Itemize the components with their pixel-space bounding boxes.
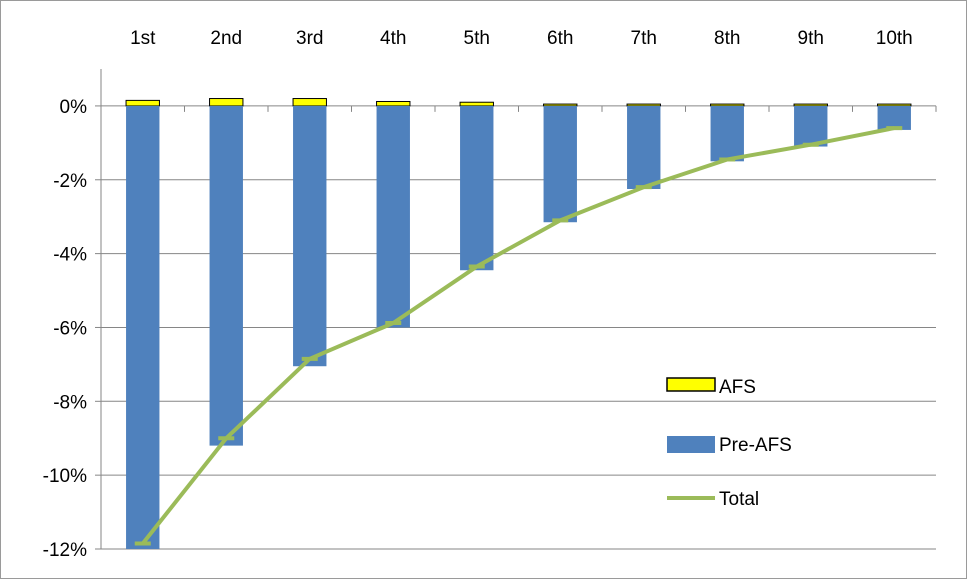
y-tick-label: -12% <box>43 540 87 561</box>
y-tick-label: -6% <box>53 318 87 339</box>
y-tick-label: -2% <box>53 171 87 192</box>
bar-afs <box>209 98 244 107</box>
bar-pre-afs <box>293 105 327 367</box>
legend-label: Total <box>719 489 759 510</box>
bar-pre-afs <box>376 105 410 328</box>
x-tick-label: 6th <box>547 28 573 49</box>
x-tick-label: 3rd <box>296 28 323 49</box>
bar-afs <box>292 98 327 107</box>
legend-swatch-afs <box>666 377 716 392</box>
bar-pre-afs <box>877 105 911 130</box>
label-layer: 0% -2% -4% -6% -8% -10% -12% 1st 2nd 3rd 4th 5th 6th… <box>43 28 913 561</box>
y-tick-label: -4% <box>53 245 87 266</box>
y-tick-label: -10% <box>43 466 87 487</box>
line-layer <box>134 126 903 546</box>
x-tick-label: 7th <box>631 28 657 49</box>
x-tick-label: 9th <box>798 28 824 49</box>
bar-afs <box>793 103 828 107</box>
y-tick-label: 0% <box>60 97 88 118</box>
line-series-total <box>141 126 895 545</box>
x-tick-label: 5th <box>464 28 490 49</box>
legend-swatch-pre-afs <box>667 436 715 453</box>
bar-pre-afs <box>543 105 577 223</box>
bar-afs <box>543 103 578 107</box>
x-tick-label: 10th <box>876 28 913 49</box>
legend-layer: AFS Pre-AFS Total <box>666 377 792 510</box>
legend-label: AFS <box>719 377 756 398</box>
bar-pre-afs <box>710 105 744 162</box>
bar-pre-afs <box>209 105 243 446</box>
bar-afs <box>710 103 745 107</box>
bar-afs <box>459 101 494 107</box>
y-tick-label: -8% <box>53 392 87 413</box>
bar-pre-afs <box>794 105 828 147</box>
bar-afs <box>626 103 661 107</box>
x-tick-label: 2nd <box>210 28 242 49</box>
legend-label: Pre-AFS <box>719 435 792 456</box>
bar-layer <box>125 98 912 549</box>
x-tick-label: 4th <box>380 28 406 49</box>
bar-pre-afs <box>460 105 494 271</box>
bar-afs <box>877 103 912 107</box>
bar-pre-afs <box>126 105 160 549</box>
bar-afs <box>125 99 160 107</box>
bar-pre-afs <box>627 105 661 189</box>
x-tick-label: 8th <box>714 28 740 49</box>
bar-afs <box>376 100 411 107</box>
x-tick-label: 1st <box>130 28 156 49</box>
